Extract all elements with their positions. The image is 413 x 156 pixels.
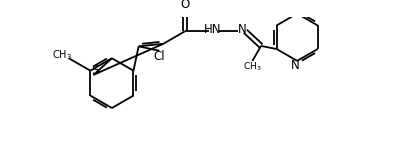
Text: HN: HN (203, 23, 221, 36)
Text: S: S (91, 64, 99, 77)
Text: CH$_3$: CH$_3$ (242, 61, 261, 73)
Text: CH$_3$: CH$_3$ (52, 48, 71, 62)
Text: O: O (180, 0, 189, 11)
Text: N: N (290, 59, 299, 72)
Text: Cl: Cl (153, 51, 165, 63)
Text: N: N (238, 23, 247, 36)
